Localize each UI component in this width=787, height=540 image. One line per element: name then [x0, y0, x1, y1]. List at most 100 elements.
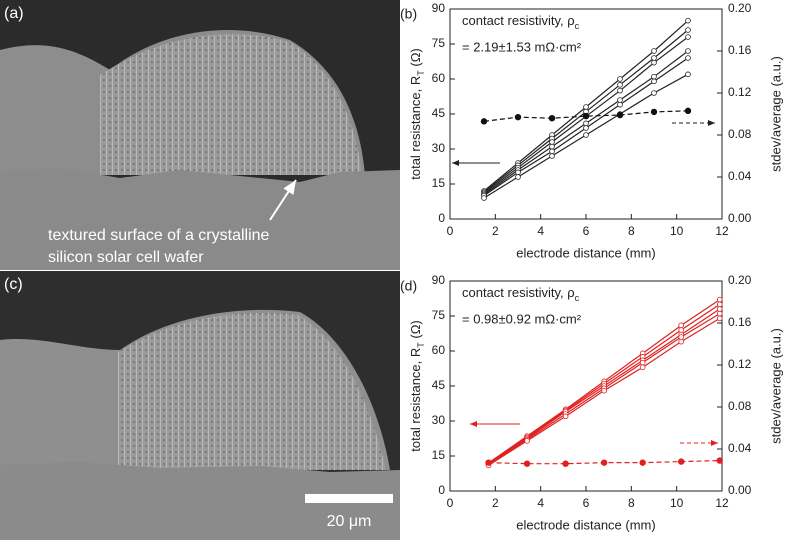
data-point	[548, 114, 556, 122]
sem-image-c	[0, 271, 400, 540]
y-tick-label: 45	[432, 378, 446, 392]
y-axis-label: total resistance, RT (Ω)	[408, 320, 426, 452]
scale-bar-label: 20 μm	[327, 513, 372, 530]
data-point	[716, 315, 723, 322]
data-point	[678, 322, 684, 329]
data-point	[716, 306, 723, 312]
data-point	[685, 48, 691, 54]
data-point	[582, 112, 590, 120]
data-point	[481, 195, 487, 201]
data-point	[685, 27, 691, 33]
y-tick-label: 0	[438, 211, 445, 225]
data-point	[480, 118, 488, 125]
x-tick-label: 0	[447, 224, 454, 238]
data-point	[514, 113, 522, 121]
data-point	[562, 460, 569, 467]
data-point	[549, 148, 555, 155]
data-point	[678, 327, 684, 333]
y-axis-label-part: total resistance, R	[408, 348, 423, 452]
annotation-part: contact resistivity, ρ	[462, 13, 575, 28]
annotation: contact resistivity, ρc	[462, 285, 580, 303]
y2-tick-label: 0.12	[728, 85, 752, 99]
data-point	[678, 338, 684, 345]
data-point	[678, 458, 685, 465]
x-axis-label: electrode distance (mm)	[516, 517, 655, 532]
y2-tick-label: 0.00	[728, 483, 752, 497]
annotation: = 2.19±1.53 mΩ·cm²	[462, 39, 582, 54]
data-point	[685, 17, 691, 24]
y2-tick-label: 0.08	[728, 399, 752, 413]
data-point	[716, 457, 723, 464]
x-tick-label: 10	[670, 224, 684, 238]
data-point	[549, 153, 555, 159]
data-point	[685, 34, 691, 40]
y2-tick-label: 0.08	[728, 127, 752, 141]
annotation: = 0.98±0.92 mΩ·cm²	[462, 311, 582, 326]
data-point	[562, 413, 569, 420]
caption: silicon solar cell wafer	[48, 249, 204, 266]
data-point	[583, 125, 589, 131]
panel-label: (c)	[4, 276, 23, 293]
y2-tick-label: 0.04	[728, 441, 752, 455]
x-tick-label: 8	[628, 496, 635, 510]
y-tick-label: 75	[432, 308, 446, 322]
data-point	[639, 364, 646, 371]
y-tick-label: 90	[432, 1, 446, 15]
y-axis-label-part: T	[416, 70, 426, 76]
data-point	[617, 82, 623, 88]
y-tick-label: 0	[438, 483, 445, 497]
x-tick-label: 4	[537, 224, 544, 238]
y-axis-label-part: total resistance, R	[408, 76, 423, 180]
panel-label: (a)	[4, 5, 24, 22]
data-point	[617, 76, 623, 82]
y-tick-label: 30	[432, 141, 446, 155]
y-axis-label-part: T	[416, 342, 426, 348]
data-point	[549, 143, 555, 150]
data-point	[583, 120, 589, 127]
data-point	[685, 55, 691, 61]
data-point	[601, 387, 607, 394]
y2-tick-label: 0.20	[728, 1, 752, 15]
data-point	[617, 87, 623, 94]
y2-axis-label: stdev/average (a.u.)	[768, 328, 783, 444]
x-tick-label: 8	[628, 224, 635, 238]
y-axis-label-part: (Ω)	[408, 48, 423, 70]
data-point	[716, 296, 723, 303]
x-axis-label: electrode distance (mm)	[516, 245, 655, 260]
annotation-part: c	[575, 21, 580, 31]
data-point	[549, 139, 555, 145]
x-tick-label: 6	[583, 224, 590, 238]
data-point	[485, 459, 492, 466]
x-tick-label: 10	[670, 496, 684, 510]
data-point	[583, 104, 589, 110]
data-point	[524, 438, 530, 444]
data-point	[684, 107, 692, 115]
data-point	[639, 359, 646, 366]
caption: textured surface of a crystalline	[48, 227, 270, 244]
data-point	[716, 301, 723, 308]
y-axis-label-part: (Ω)	[408, 320, 423, 342]
data-point	[651, 90, 657, 96]
data-point	[716, 310, 723, 317]
y-axis-label: total resistance, RT (Ω)	[408, 48, 426, 180]
data-point	[600, 459, 608, 466]
y2-tick-label: 0.16	[728, 315, 752, 329]
annotation-part: c	[575, 293, 580, 303]
y-tick-label: 45	[432, 106, 446, 120]
y-tick-label: 60	[432, 343, 446, 357]
data-point	[685, 71, 691, 78]
data-point	[651, 59, 657, 66]
panel-label: (b)	[400, 6, 417, 22]
y2-tick-label: 0.20	[728, 273, 752, 287]
x-tick-label: 4	[537, 496, 544, 510]
data-point	[617, 97, 623, 103]
data-point	[616, 111, 624, 119]
data-point	[523, 460, 531, 467]
panel-label: (d)	[400, 278, 417, 294]
data-point	[651, 55, 657, 61]
y2-axis-label: stdev/average (a.u.)	[768, 56, 783, 172]
y-tick-label: 15	[432, 448, 446, 462]
x-tick-label: 12	[715, 224, 729, 238]
data-point	[639, 459, 646, 466]
data-point	[650, 108, 658, 116]
